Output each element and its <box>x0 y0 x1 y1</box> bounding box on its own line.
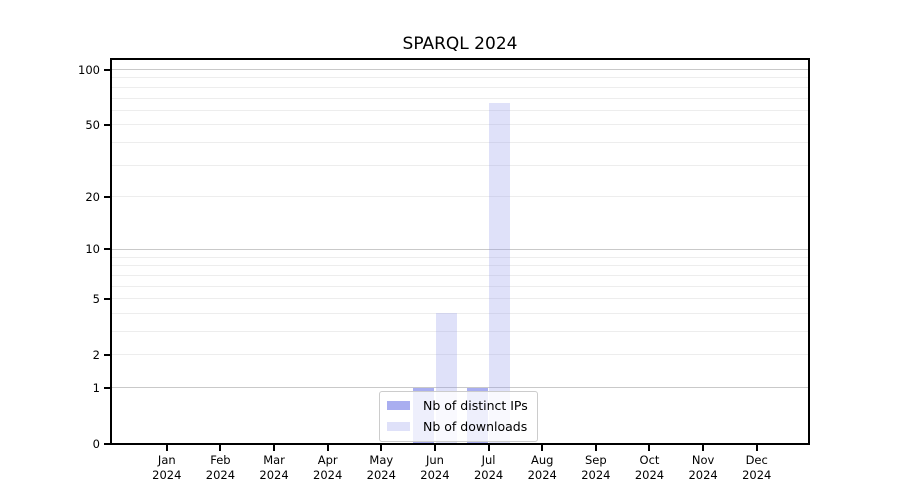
y-tick-50 <box>104 123 110 126</box>
x-tick-apr <box>326 445 329 451</box>
gridline-y-7 <box>111 274 809 276</box>
y-tick-5 <box>104 297 110 300</box>
x-tick-jan <box>165 445 168 451</box>
x-tick-label-feb: Feb 2024 <box>205 453 236 482</box>
legend-label-distinct-ips: Nb of distinct IPs <box>423 398 528 413</box>
spine-right <box>808 58 810 445</box>
x-tick-aug <box>541 445 544 451</box>
y-tick-10 <box>104 248 110 251</box>
y-tick-1 <box>104 386 110 389</box>
gridline-y-2 <box>111 354 809 356</box>
gridline-y-1 <box>111 387 809 389</box>
legend-item-downloads: Nb of downloads <box>387 417 528 436</box>
y-tick-label-100: 100 <box>78 62 100 77</box>
x-tick-label-apr: Apr 2024 <box>313 453 343 482</box>
gridline-y-9 <box>111 256 809 258</box>
gridline-y-40 <box>111 142 809 144</box>
gridline-y-5 <box>111 298 809 300</box>
x-tick-mar <box>273 445 276 451</box>
legend-item-distinct-ips: Nb of distinct IPs <box>387 396 528 415</box>
y-tick-100 <box>104 68 110 71</box>
y-tick-label-50: 50 <box>85 117 100 132</box>
plot-area <box>110 58 810 445</box>
x-tick-dec <box>755 445 758 451</box>
x-tick-label-jun: Jun 2024 <box>420 453 450 482</box>
legend-swatch-downloads <box>387 422 410 431</box>
y-tick-20 <box>104 195 110 198</box>
gridline-y-10 <box>111 248 809 250</box>
y-tick-label-1: 1 <box>92 380 100 395</box>
x-tick-label-jan: Jan 2024 <box>152 453 182 482</box>
x-tick-label-jul: Jul 2024 <box>473 453 504 482</box>
x-tick-may <box>380 445 383 451</box>
legend: Nb of distinct IPs Nb of downloads <box>379 391 538 442</box>
legend-swatch-distinct-ips <box>387 401 410 410</box>
x-tick-nov <box>702 445 705 451</box>
x-tick-label-nov: Nov 2024 <box>688 453 718 482</box>
gridline-y-4 <box>111 312 809 314</box>
x-tick-sep <box>594 445 597 451</box>
chart-title: SPARQL 2024 <box>402 34 518 54</box>
gridline-y-6 <box>111 285 809 287</box>
spine-left <box>110 58 112 445</box>
y-tick-label-0: 0 <box>92 437 100 451</box>
gridline-y-100 <box>111 69 809 71</box>
gridline-y-60 <box>111 109 809 111</box>
x-tick-jun <box>433 445 436 451</box>
gridline-y-50 <box>111 124 809 126</box>
x-tick-label-dec: Dec 2024 <box>742 453 772 482</box>
x-tick-label-mar: Mar 2024 <box>259 453 289 482</box>
gridline-y-8 <box>111 265 809 267</box>
legend-label-downloads: Nb of downloads <box>423 419 528 434</box>
y-tick-label-10: 10 <box>85 242 100 257</box>
gridline-y-20 <box>111 196 809 198</box>
x-tick-label-oct: Oct 2024 <box>634 453 665 482</box>
y-tick-label-2: 2 <box>92 347 100 362</box>
x-tick-feb <box>219 445 222 451</box>
gridline-y-3 <box>111 331 809 333</box>
x-tick-jul <box>487 445 490 451</box>
y-tick-label-20: 20 <box>85 189 100 204</box>
x-tick-label-may: May 2024 <box>366 453 396 482</box>
gridline-y-30 <box>111 164 809 166</box>
gridline-y-90 <box>111 77 809 79</box>
x-tick-label-sep: Sep 2024 <box>581 453 611 482</box>
gridline-y-70 <box>111 97 809 99</box>
y-tick-0 <box>104 443 110 445</box>
spine-top <box>110 58 810 60</box>
gridline-y-80 <box>111 86 809 88</box>
x-tick-oct <box>648 445 651 451</box>
y-tick-label-5: 5 <box>92 291 100 306</box>
spine-bottom <box>110 443 810 445</box>
y-tick-2 <box>104 353 110 356</box>
x-tick-label-aug: Aug 2024 <box>527 453 557 482</box>
bar-nb-of-downloads-jul <box>489 102 511 444</box>
